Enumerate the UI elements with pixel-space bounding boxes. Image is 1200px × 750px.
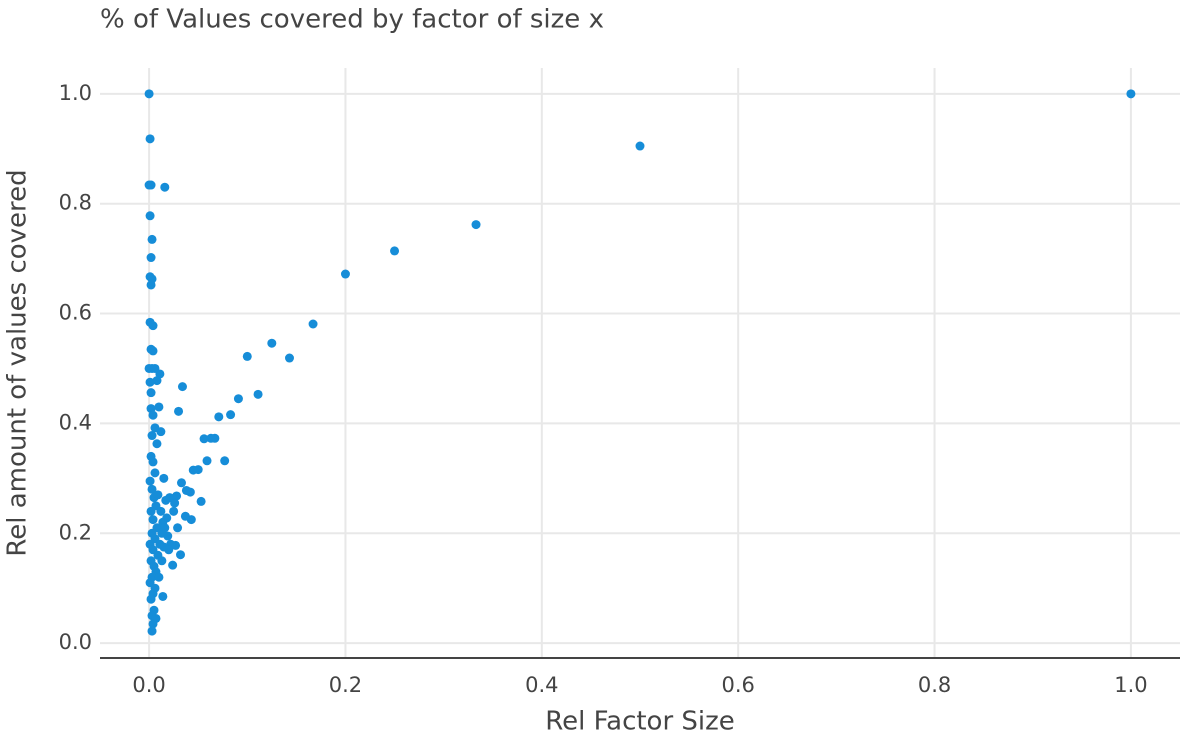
point [148, 515, 158, 525]
point [169, 506, 179, 516]
point [147, 234, 157, 244]
point [471, 220, 481, 230]
point [158, 591, 168, 601]
point [147, 626, 157, 636]
point [161, 495, 171, 505]
point [146, 506, 156, 516]
point [199, 434, 209, 444]
x-tick-label: 0.6 [721, 673, 754, 697]
x-tick-label: 1.0 [1114, 673, 1147, 697]
point [146, 388, 156, 398]
point [146, 180, 156, 190]
point [196, 496, 206, 506]
point [148, 321, 158, 331]
y-axis-label: Rel amount of values covered [3, 169, 33, 556]
y-tick-label: 0.6 [59, 301, 92, 325]
point [159, 542, 169, 552]
point [253, 389, 263, 399]
y-tick-label: 1.0 [59, 81, 92, 105]
y-tick-label: 0.0 [59, 630, 92, 654]
point [146, 594, 156, 604]
point [226, 410, 236, 420]
point [144, 89, 154, 99]
point [160, 182, 170, 192]
point [174, 406, 184, 416]
point [181, 485, 191, 495]
chart-title: % of Values covered by factor of size x [100, 5, 604, 35]
point [152, 439, 162, 449]
x-axis-label: Rel Factor Size [545, 707, 735, 737]
point [148, 619, 158, 629]
point [180, 511, 190, 521]
point [635, 141, 645, 151]
point [147, 431, 157, 441]
point [390, 246, 400, 256]
point [214, 412, 224, 422]
point [152, 376, 162, 386]
point [148, 457, 158, 467]
point [168, 560, 178, 570]
point [159, 473, 169, 483]
point [1126, 89, 1136, 99]
point [177, 382, 187, 392]
point [160, 523, 170, 533]
point [242, 351, 252, 361]
point [340, 269, 350, 279]
x-tick-label: 0.8 [918, 673, 951, 697]
point [148, 346, 158, 356]
y-tick-label: 0.4 [59, 410, 92, 434]
point [172, 491, 182, 501]
point [145, 134, 155, 144]
point [150, 468, 160, 478]
point [267, 338, 277, 348]
point [176, 478, 186, 488]
point [146, 253, 156, 263]
point [153, 490, 163, 500]
y-tick-label: 0.2 [59, 520, 92, 544]
point [308, 319, 318, 329]
point [146, 280, 156, 290]
y-tick-label: 0.8 [59, 191, 92, 215]
point [156, 506, 166, 516]
point [154, 402, 164, 412]
point [147, 484, 157, 494]
point [145, 211, 155, 221]
point [157, 556, 167, 566]
point [150, 423, 160, 433]
point [150, 363, 160, 373]
point [154, 572, 164, 582]
point [173, 523, 183, 533]
point [233, 394, 243, 404]
point [202, 456, 212, 466]
x-tick-label: 0.0 [132, 673, 165, 697]
x-tick-label: 0.2 [329, 673, 362, 697]
point [284, 353, 294, 363]
point [188, 465, 198, 475]
point [176, 550, 186, 560]
point [206, 433, 216, 443]
x-tick-label: 0.4 [525, 673, 558, 697]
point [145, 377, 155, 387]
point [220, 456, 230, 466]
point [148, 410, 158, 420]
point [145, 476, 155, 486]
